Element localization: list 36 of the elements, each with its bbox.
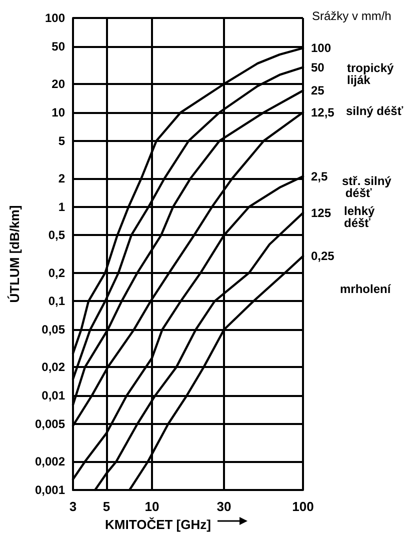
series-label: 2,5 (311, 169, 328, 184)
y-tick-label: 5 (58, 134, 66, 148)
y-tick-label: 0,2 (48, 266, 66, 280)
y-tick-label: 0,01 (42, 388, 66, 403)
text: mrholení (340, 282, 392, 296)
y-tick-label: 0,001 (34, 483, 66, 497)
y-tick-label: 50 (52, 39, 66, 54)
text: stř. silný déšť (342, 174, 392, 200)
y-tick-label: 0,002 (34, 454, 66, 469)
x-tick-label: 5 (102, 499, 110, 514)
y-tick-label: 2 (58, 171, 66, 186)
y-tick-label: 0,02 (42, 360, 66, 374)
x-tick-label: 3 (69, 499, 77, 514)
series-label: 100 (311, 41, 332, 56)
text: silný déšť (346, 104, 404, 118)
x-axis-title: KMITOČET [GHz] (105, 517, 211, 532)
y-tick-label: 10 (52, 105, 66, 120)
text: tropický liják (347, 61, 398, 87)
series-label: 25 (311, 84, 325, 98)
series-label: 125 (311, 206, 332, 220)
series-label: 12,5 (311, 105, 335, 120)
y-tick-label: 100 (44, 11, 66, 25)
series-label: 0,25 (311, 249, 335, 264)
series-label: 50 (311, 60, 325, 74)
y-tick-label: 0,005 (34, 417, 66, 432)
y-tick-label: 0,1 (48, 294, 66, 308)
y-tick-label: 1 (58, 200, 66, 214)
y-tick-label: 0,5 (48, 228, 66, 242)
legend-title: Srážky v mm/h (312, 9, 392, 23)
y-tick-label: 20 (52, 76, 66, 91)
x-tick-label: 10 (144, 499, 160, 514)
x-tick-label: 100 (292, 499, 314, 514)
y-tick-label: 0,05 (42, 322, 66, 337)
text: lehký déšť (344, 204, 378, 230)
x-tick-label: 30 (216, 499, 232, 514)
y-axis-title: ÚTLUM [dB/km] (7, 205, 22, 303)
